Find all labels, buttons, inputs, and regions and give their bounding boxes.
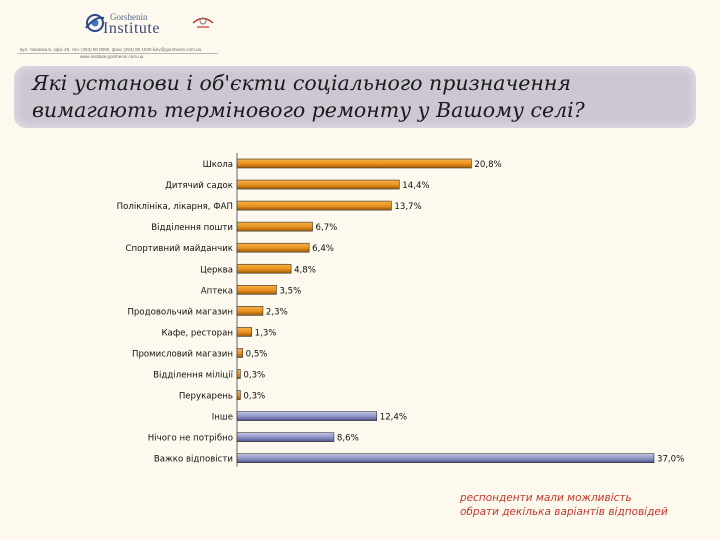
bar bbox=[236, 263, 292, 274]
bar bbox=[236, 369, 241, 379]
bar bbox=[236, 242, 310, 253]
category-label: Спортивний майданчик bbox=[125, 244, 233, 254]
value-label: 8,6% bbox=[337, 434, 359, 444]
category-label: Продовольчий магазин bbox=[127, 307, 233, 317]
bar bbox=[236, 306, 264, 316]
bar bbox=[236, 221, 313, 232]
category-label: Кафе, ресторан bbox=[161, 328, 233, 338]
contact-line-2: www.institute.gorshenin.com.ua bbox=[80, 54, 144, 59]
category-label: Поліклініка, лікарня, ФАП bbox=[117, 202, 233, 212]
bar bbox=[236, 284, 277, 295]
bar bbox=[236, 411, 378, 421]
value-label: 20,8% bbox=[474, 160, 501, 170]
bar bbox=[236, 453, 655, 464]
category-label: Нічого не потрібно bbox=[148, 434, 233, 444]
emblem-icon bbox=[192, 17, 214, 28]
note-line-2: обрати декілька варіантів відповідей bbox=[460, 506, 668, 518]
respondents-note: респонденти мали можливість обрати декіл… bbox=[460, 491, 710, 519]
title-line-2: вимагають термінового ремонту у Вашому с… bbox=[32, 98, 585, 122]
contact-line-1: вул. Чапаєва 5, офіс 49, тел. (353) 80 0… bbox=[20, 47, 201, 52]
bar bbox=[236, 179, 400, 190]
logo-line1: Gorshenin bbox=[110, 12, 148, 22]
value-label: 1,3% bbox=[255, 328, 277, 338]
bar bbox=[236, 432, 335, 442]
value-label: 0,3% bbox=[243, 392, 265, 402]
value-label: 14,4% bbox=[402, 181, 429, 191]
value-label: 3,5% bbox=[279, 286, 301, 296]
category-label: Важко відповісти bbox=[154, 455, 233, 465]
value-label: 6,7% bbox=[316, 223, 338, 233]
eye-logo-icon bbox=[85, 14, 105, 32]
bar bbox=[236, 158, 472, 169]
category-label: Відділення міліції bbox=[153, 371, 233, 381]
bar bbox=[236, 327, 252, 337]
value-label: 4,8% bbox=[294, 265, 316, 275]
page-title: Які установи і об'єкти соціального призн… bbox=[32, 70, 682, 124]
category-label: Аптека bbox=[201, 286, 233, 296]
category-label: Перукарень bbox=[179, 392, 233, 402]
category-label: Дитячий садок bbox=[165, 181, 233, 191]
bar bbox=[236, 390, 241, 400]
title-line-1: Які установи і об'єкти соціального призн… bbox=[32, 71, 571, 95]
category-label: Школа bbox=[203, 160, 233, 170]
bar bbox=[236, 348, 243, 358]
value-label: 2,3% bbox=[266, 307, 288, 317]
value-label: 12,4% bbox=[380, 413, 407, 423]
value-label: 6,4% bbox=[312, 244, 334, 254]
category-label: Відділення пошти bbox=[151, 223, 233, 233]
category-label: Інше bbox=[212, 413, 233, 423]
value-label: 37,0% bbox=[657, 455, 684, 465]
header-divider bbox=[18, 53, 218, 54]
value-label: 13,7% bbox=[394, 202, 421, 212]
category-label: Промисловий магазин bbox=[132, 349, 233, 359]
value-label: 0,3% bbox=[243, 371, 265, 381]
title-panel bbox=[14, 66, 696, 128]
value-label: 0,5% bbox=[246, 349, 268, 359]
logo-line2: Institute bbox=[103, 20, 160, 37]
category-label: Церква bbox=[200, 265, 233, 275]
note-line-1: респонденти мали можливість bbox=[460, 492, 632, 504]
contact-info: вул. Чапаєва 5, офіс 49, тел. (353) 80 0… bbox=[20, 46, 201, 60]
bar bbox=[236, 200, 392, 211]
